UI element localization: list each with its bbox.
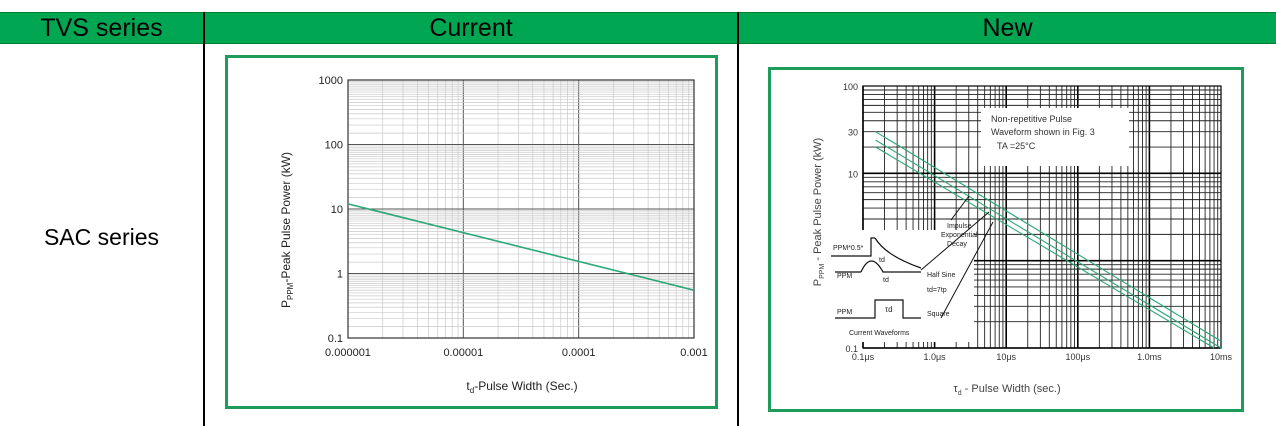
x-axis-label-main: τ <box>953 383 958 395</box>
y-axis-label-main: P <box>812 279 824 286</box>
y-tick-label: 10 <box>848 169 858 179</box>
y-axis-label: PPPM-Peak Pulse Power (kW) <box>279 152 295 308</box>
series-lines <box>347 203 695 291</box>
header-new: New <box>739 12 1276 44</box>
current-chart-panel: 0.1 1 10 100 1000 0.000001 0.00001 0.0001 0.001… <box>225 55 718 409</box>
header-label: Current <box>429 13 513 42</box>
table-divider <box>737 12 739 426</box>
y-tick-label: 1 <box>337 269 343 281</box>
impulse-label: Decay <box>947 241 967 248</box>
x-tick-label: 10ms <box>1210 352 1233 362</box>
header-current: Current <box>205 12 737 44</box>
current-chart: 0.1 1 10 100 1000 0.000001 0.00001 0.0001 0.001… <box>279 75 708 395</box>
x-axis-label-sub: d <box>958 390 962 397</box>
y-tick-label: 1000 <box>319 75 343 87</box>
x-tick-labels: 0.000001 0.00001 0.0001 0.001 <box>325 347 708 359</box>
series-line <box>347 203 695 291</box>
header-tvs-series: TVS series <box>0 12 203 44</box>
new-chart: 0.111030100 0.1μs1.0μs10μs100μs1.0ms10ms… <box>812 82 1233 397</box>
plot-border <box>862 85 1222 349</box>
y-axis-label-sub: PPM <box>819 264 826 279</box>
note-box <box>981 108 1129 166</box>
header-label: TVS series <box>40 13 163 42</box>
note-line: Non-repetitive Pulse <box>991 114 1072 124</box>
x-tick-label: 0.000001 <box>325 347 371 359</box>
waveform-label: τd <box>885 305 893 314</box>
series-lines <box>875 131 1222 349</box>
arrow <box>940 221 994 319</box>
y-axis-label-rest: - Peak Pulse Power (kW) <box>812 138 824 264</box>
x-axis-label: τd - Pulse Width (sec.) <box>953 383 1060 397</box>
x-axis-label-main: t <box>466 379 470 393</box>
new-chart-panel: 0.111030100 0.1μs1.0μs10μs100μs1.0ms10ms… <box>768 67 1244 412</box>
x-tick-labels: 0.1μs 1.0μs 10μs 100μs 1.0ms 10ms <box>852 352 1233 362</box>
impulse-label: Impulse <box>947 223 972 230</box>
waveform-inset: PPM*0.5* PPM PPM td td τd Half Sine td=7… <box>826 230 974 342</box>
row-label-sac-series: SAC series <box>43 224 160 250</box>
note-line: TA =25°C <box>997 141 1036 151</box>
x-tick-label: 0.00001 <box>443 347 483 359</box>
plot-border <box>347 79 695 339</box>
waveform-inset-bg <box>826 230 974 342</box>
y-tick-label: 0.1 <box>845 344 858 354</box>
arrow <box>920 211 990 271</box>
y-axis-label-main: P <box>279 300 293 308</box>
impulse-label: Exponential <box>941 232 978 239</box>
y-tick-label: 30 <box>848 128 858 138</box>
arrow <box>950 195 970 221</box>
y-axis-label-sub: PPM <box>286 282 295 300</box>
x-tick-label: 0.0001 <box>562 347 596 359</box>
plot-frame <box>862 85 1222 349</box>
table-divider <box>203 12 205 426</box>
y-tick-label: 10 <box>331 204 343 216</box>
y-tick-labels: 0.1 1 10 100 1000 <box>319 75 343 345</box>
waveform-label: Half Sine <box>927 272 956 279</box>
y-tick-label: 100 <box>843 82 858 92</box>
x-axis-label-rest: -Pulse Width (Sec.) <box>474 379 577 393</box>
plot-frame <box>347 79 695 339</box>
waveform-label: td <box>879 257 885 264</box>
x-tick-label: 1.0μs <box>923 352 946 362</box>
waveform-trace <box>835 299 921 319</box>
waveform-label: td <box>883 277 889 284</box>
waveform-label: Square <box>927 311 950 318</box>
y-tick-label: 100 <box>325 140 343 152</box>
waveform-label: td=7tp <box>927 287 947 294</box>
x-axis-label-sub: d <box>470 386 474 395</box>
top-strip <box>0 0 1276 10</box>
grid <box>347 80 694 339</box>
series-line <box>875 146 1215 349</box>
x-tick-label: 100μs <box>1065 352 1090 362</box>
waveform-caption: Current Waveforms <box>849 330 910 337</box>
header-label: New <box>982 13 1033 42</box>
x-axis-label-rest: - Pulse Width (sec.) <box>962 383 1061 395</box>
x-tick-label: 1.0ms <box>1137 352 1162 362</box>
series-line <box>875 131 1222 342</box>
x-tick-label: 0.001 <box>680 347 708 359</box>
waveform-label: PPM*0.5* <box>833 245 864 252</box>
y-axis-label-rest: -Peak Pulse Power (kW) <box>279 152 293 283</box>
waveform-label: PPM <box>837 273 852 280</box>
pointer-arrows <box>920 195 994 319</box>
waveform-trace <box>835 260 921 273</box>
waveform-trace <box>831 237 922 269</box>
x-tick-label: 10μs <box>996 352 1016 362</box>
note-line: Waveform shown in Fig. 3 <box>991 127 1095 137</box>
series-line <box>875 139 1222 349</box>
waveform-label: PPM <box>837 309 852 316</box>
x-axis-label: td-Pulse Width (Sec.) <box>466 379 577 395</box>
y-tick-label: 0.1 <box>328 333 343 345</box>
y-axis-label: PPPM - Peak Pulse Power (kW) <box>812 138 826 286</box>
x-tick-label: 0.1μs <box>852 352 875 362</box>
